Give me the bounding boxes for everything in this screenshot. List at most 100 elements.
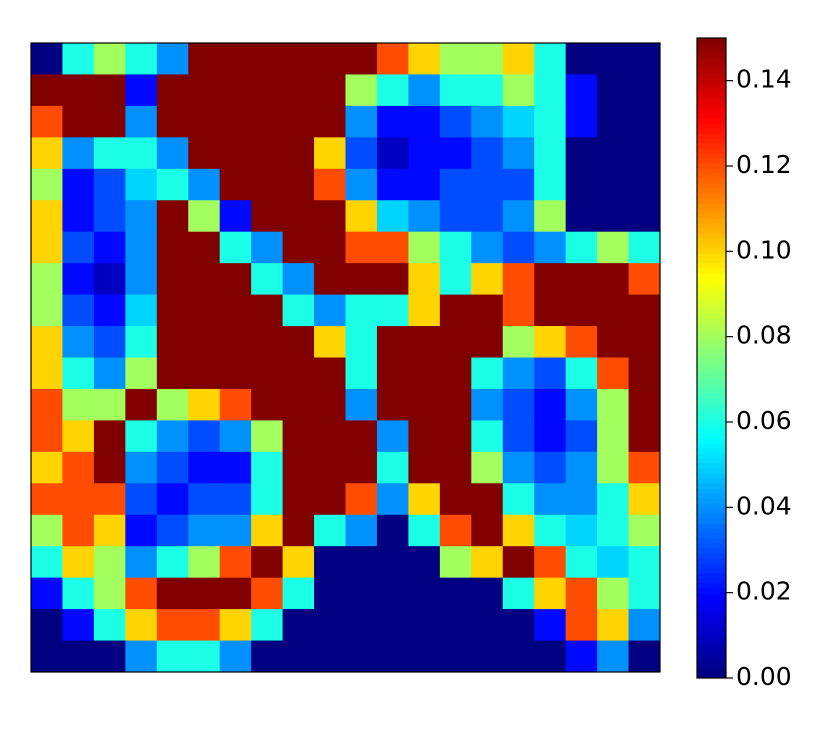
- heatmap-cell: [282, 326, 315, 358]
- heatmap-cell: [565, 483, 598, 516]
- colorbar-swatch: [697, 323, 726, 329]
- heatmap-cell: [376, 577, 409, 610]
- heatmap-cell: [376, 74, 409, 107]
- heatmap-cell: [471, 200, 504, 233]
- colorbar-tick-label: 0.06: [736, 406, 792, 435]
- heatmap-cell: [282, 168, 315, 201]
- colorbar-swatch: [697, 238, 726, 244]
- heatmap-cell: [156, 546, 189, 579]
- heatmap-cell: [282, 74, 315, 107]
- heatmap-cell: [565, 294, 598, 327]
- heatmap-cell: [31, 483, 63, 516]
- heatmap-cell: [251, 105, 284, 138]
- heatmap-cell: [31, 577, 63, 610]
- heatmap-cell: [408, 577, 441, 610]
- heatmap-cell: [502, 168, 535, 201]
- plot-frame: [30, 42, 661, 673]
- heatmap-cell: [188, 200, 221, 233]
- heatmap-cell: [219, 451, 252, 484]
- heatmap-cell: [534, 609, 567, 642]
- heatmap-cell: [628, 514, 661, 547]
- heatmap-cell: [345, 609, 378, 642]
- heatmap-cell: [62, 43, 95, 75]
- heatmap-cell: [219, 388, 252, 421]
- heatmap-cell: [188, 640, 221, 673]
- colorbar-swatch: [697, 348, 726, 354]
- heatmap-cell: [31, 514, 63, 547]
- heatmap-cell: [219, 326, 252, 358]
- heatmap-cell: [156, 451, 189, 484]
- colorbar-swatch: [697, 48, 726, 54]
- heatmap-cell: [251, 577, 284, 610]
- heatmap-cell: [93, 577, 126, 610]
- heatmap-cell: [125, 200, 158, 233]
- heatmap-cell: [314, 546, 346, 579]
- heatmap-cell: [314, 263, 346, 296]
- heatmap-cell: [62, 200, 95, 233]
- heatmap-cell: [439, 483, 472, 516]
- colorbar-swatch: [697, 473, 726, 479]
- heatmap-cell: [345, 514, 378, 547]
- heatmap-cell: [62, 294, 95, 327]
- colorbar-swatch: [697, 343, 726, 349]
- heatmap-cell: [628, 200, 661, 233]
- heatmap-cell: [439, 609, 472, 642]
- colorbar-swatch: [697, 143, 726, 149]
- heatmap-cell: [282, 640, 315, 673]
- heatmap-cell: [376, 231, 409, 264]
- heatmap-cell: [251, 609, 284, 642]
- heatmap-cell: [565, 609, 598, 642]
- heatmap-cell: [125, 514, 158, 547]
- heatmap-cell: [471, 451, 504, 484]
- colorbar-tick-label: 0.14: [736, 65, 792, 94]
- heatmap-cell: [597, 231, 630, 264]
- heatmap-cell: [125, 263, 158, 296]
- heatmap-cell: [31, 357, 63, 390]
- colorbar-swatch: [697, 213, 726, 219]
- heatmap-cell: [156, 357, 189, 390]
- heatmap-cell: [282, 514, 315, 547]
- heatmap-cell: [62, 326, 95, 358]
- heatmap-cell: [219, 577, 252, 610]
- heatmap-cell: [502, 105, 535, 138]
- colorbar-swatch: [697, 623, 726, 629]
- heatmap-cell: [345, 168, 378, 201]
- colorbar-swatch: [697, 638, 726, 644]
- heatmap-cell: [219, 294, 252, 327]
- heatmap-cell: [345, 483, 378, 516]
- heatmap-cell: [628, 420, 661, 453]
- heatmap-cell: [628, 577, 661, 610]
- heatmap-cell: [188, 609, 221, 642]
- colorbar-swatch: [697, 218, 726, 224]
- heatmap-cell: [156, 640, 189, 673]
- heatmap-cell: [125, 640, 158, 673]
- heatmap-cell: [408, 105, 441, 138]
- heatmap-cell: [408, 137, 441, 170]
- heatmap-cell: [156, 263, 189, 296]
- heatmap-cell: [314, 105, 346, 138]
- heatmap-cell: [502, 546, 535, 579]
- heatmap-cell: [31, 609, 63, 642]
- heatmap-cell: [31, 200, 63, 233]
- heatmap-cell: [534, 137, 567, 170]
- colorbar-tick-label: 0.08: [736, 321, 792, 350]
- heatmap-cell: [597, 609, 630, 642]
- heatmap-cell: [345, 357, 378, 390]
- colorbar-swatch: [697, 508, 726, 514]
- heatmap-cell: [439, 168, 472, 201]
- heatmap-cell: [345, 137, 378, 170]
- colorbar-swatch: [697, 458, 726, 464]
- heatmap-cell: [314, 200, 346, 233]
- colorbar-swatch: [697, 83, 726, 89]
- colorbar-swatch: [697, 258, 726, 264]
- colorbar-swatch: [697, 38, 726, 44]
- heatmap-cell: [188, 137, 221, 170]
- heatmap-cell: [62, 137, 95, 170]
- heatmap-cell: [597, 263, 630, 296]
- heatmap-cell: [251, 388, 284, 421]
- heatmap-cell: [565, 326, 598, 358]
- heatmap-cell: [188, 231, 221, 264]
- heatmap-cell: [282, 231, 315, 264]
- colorbar-swatch: [697, 68, 726, 74]
- heatmap-cell: [282, 420, 315, 453]
